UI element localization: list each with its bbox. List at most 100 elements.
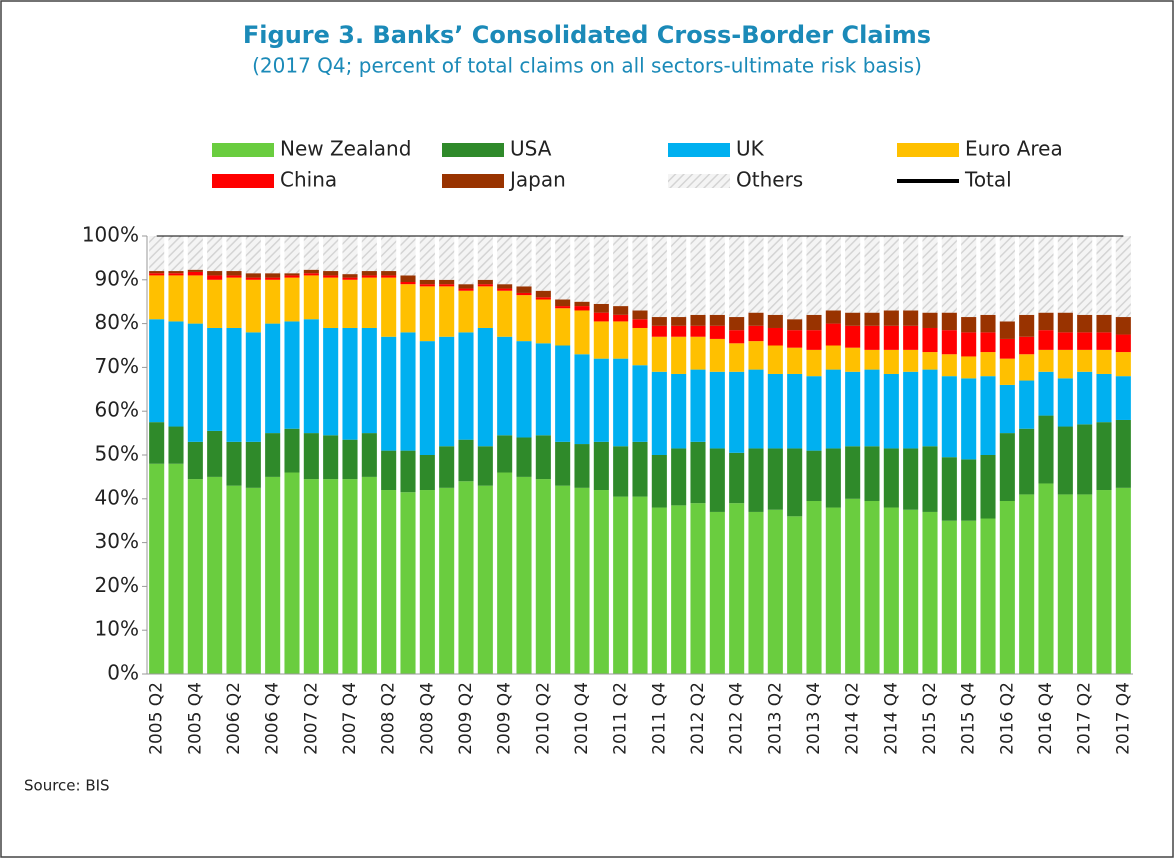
bar-segment: [381, 450, 397, 491]
bar-segment: [555, 236, 571, 300]
bar-segment: [149, 236, 165, 272]
legend-label: Euro Area: [965, 137, 1063, 161]
bar-segment: [458, 481, 474, 674]
x-tick-label: 2012 Q4: [727, 682, 747, 755]
bar-segment: [709, 371, 725, 449]
bar-segment: [149, 271, 165, 274]
x-tick-label: 2010 Q4: [572, 682, 592, 755]
bar-segment: [303, 273, 319, 276]
bar-segment: [709, 325, 725, 339]
bar-segment: [709, 511, 725, 674]
bar-segment: [439, 446, 455, 488]
bar-segment: [323, 327, 339, 436]
bar-segment: [419, 286, 435, 342]
bar-segment: [245, 441, 261, 488]
bar-segment: [419, 236, 435, 280]
bar-segment: [1038, 330, 1054, 350]
bar-segment: [864, 500, 880, 674]
bar-segment: [1115, 334, 1131, 353]
bar-segment: [1019, 236, 1035, 315]
bar-segment: [1038, 483, 1054, 674]
bar-segment: [922, 327, 938, 353]
bar-segment: [613, 358, 629, 447]
bar-segment: [1057, 236, 1073, 313]
legend-label: Total: [964, 168, 1012, 192]
bar-segment: [207, 275, 223, 280]
bar-segment: [226, 441, 242, 486]
y-tick-label: 80%: [95, 310, 139, 334]
bar-segment: [864, 325, 880, 350]
bar-segment: [1038, 415, 1054, 484]
bar-segment: [922, 312, 938, 328]
bar-segment: [1019, 336, 1035, 355]
bar-segment: [690, 369, 706, 442]
bar-segment: [729, 330, 745, 344]
bar-segment: [593, 312, 609, 322]
bar-segment: [516, 476, 532, 674]
x-tick-label: 2010 Q2: [533, 682, 553, 755]
x-tick-label: 2008 Q4: [417, 682, 437, 755]
bar-segment: [574, 354, 590, 445]
bar-segment: [941, 236, 957, 313]
bar-segment: [632, 441, 648, 497]
bar-segment: [265, 277, 281, 280]
bar-segment: [767, 236, 783, 315]
bar-segment: [709, 448, 725, 512]
bar-segment: [439, 286, 455, 337]
bar-segment: [1038, 312, 1054, 331]
bar-segment: [1077, 494, 1093, 674]
bar-segment: [265, 273, 281, 278]
bar-segment: [941, 520, 957, 674]
bar-segment: [671, 336, 687, 374]
bar-segment: [1096, 349, 1112, 374]
bar-segment: [748, 325, 764, 342]
bar-segment: [961, 520, 977, 674]
bar-segment: [941, 457, 957, 521]
y-tick-label: 90%: [95, 266, 139, 290]
bar-segment: [748, 511, 764, 674]
bar-segment: [555, 308, 571, 346]
bar-segment: [941, 330, 957, 355]
bar-segment: [168, 463, 184, 674]
bar-segment: [787, 330, 803, 348]
bar-segment: [767, 327, 783, 346]
bar-segment: [922, 511, 938, 674]
bar-segment: [1019, 354, 1035, 381]
bar-segment: [767, 345, 783, 374]
bar-segment: [999, 433, 1015, 501]
bar-segment: [400, 492, 416, 674]
bar-segment: [825, 310, 841, 324]
bar-segment: [226, 236, 242, 272]
bar-segment: [961, 459, 977, 521]
bar-segment: [207, 279, 223, 328]
bar-segment: [1096, 422, 1112, 491]
bar-segment: [187, 236, 203, 270]
bar-segment: [671, 373, 687, 449]
bar-segment: [632, 236, 648, 311]
bar-segment: [961, 317, 977, 333]
bar-segment: [245, 487, 261, 674]
bar-segment: [1077, 349, 1093, 372]
bar-segment: [149, 422, 165, 464]
bar-segment: [284, 275, 300, 278]
bar-segment: [149, 273, 165, 276]
bar-segment: [400, 236, 416, 276]
bar-segment: [613, 496, 629, 674]
bar-segment: [729, 452, 745, 504]
bar-segment: [864, 349, 880, 370]
bar-segment: [593, 358, 609, 442]
bar-segment: [999, 384, 1015, 434]
bar-segment: [245, 273, 261, 278]
x-tick-label: 2006 Q4: [263, 682, 283, 755]
bar-segment: [729, 503, 745, 674]
legend-swatch: [897, 143, 959, 157]
bar-segment: [903, 310, 919, 326]
bar-segment: [864, 446, 880, 501]
bar-segment: [323, 236, 339, 272]
bar-segment: [806, 500, 822, 674]
bar-segment: [574, 310, 590, 355]
bar-segment: [381, 490, 397, 674]
x-tick-label: 2007 Q2: [301, 682, 321, 755]
legend-label: China: [280, 168, 337, 192]
bar-segment: [187, 269, 203, 272]
